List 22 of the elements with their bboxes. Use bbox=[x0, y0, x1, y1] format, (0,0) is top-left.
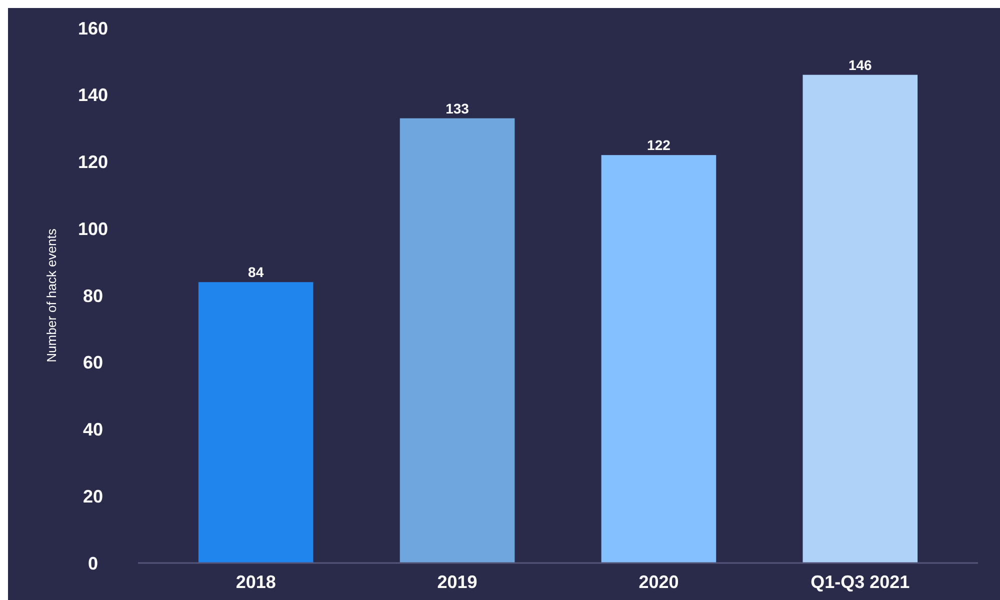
data-label: 133 bbox=[446, 100, 470, 116]
y-axis-title: Number of hack events bbox=[44, 228, 59, 362]
data-label: 146 bbox=[848, 56, 872, 73]
y-tick-label: 140 bbox=[78, 85, 108, 106]
bar bbox=[400, 118, 515, 563]
y-tick-label: 0 bbox=[88, 553, 98, 574]
bar bbox=[802, 74, 918, 563]
bar bbox=[601, 155, 716, 563]
x-tick-label: 2018 bbox=[236, 572, 276, 592]
y-tick-label: 80 bbox=[82, 286, 104, 306]
y-tick-label: 100 bbox=[78, 218, 108, 239]
y-tick-label: 120 bbox=[78, 152, 108, 172]
x-tick-label: 2020 bbox=[638, 572, 679, 592]
y-tick-label: 160 bbox=[78, 18, 108, 38]
x-tick-label: 2019 bbox=[437, 572, 478, 592]
data-label: 84 bbox=[248, 264, 264, 280]
y-tick-label: 40 bbox=[82, 420, 104, 440]
data-label: 122 bbox=[647, 137, 671, 154]
bar bbox=[198, 282, 314, 563]
y-tick-label: 60 bbox=[82, 352, 104, 373]
x-tick-label: Q1-Q3 2021 bbox=[810, 572, 910, 592]
y-tick-label: 20 bbox=[82, 486, 104, 506]
